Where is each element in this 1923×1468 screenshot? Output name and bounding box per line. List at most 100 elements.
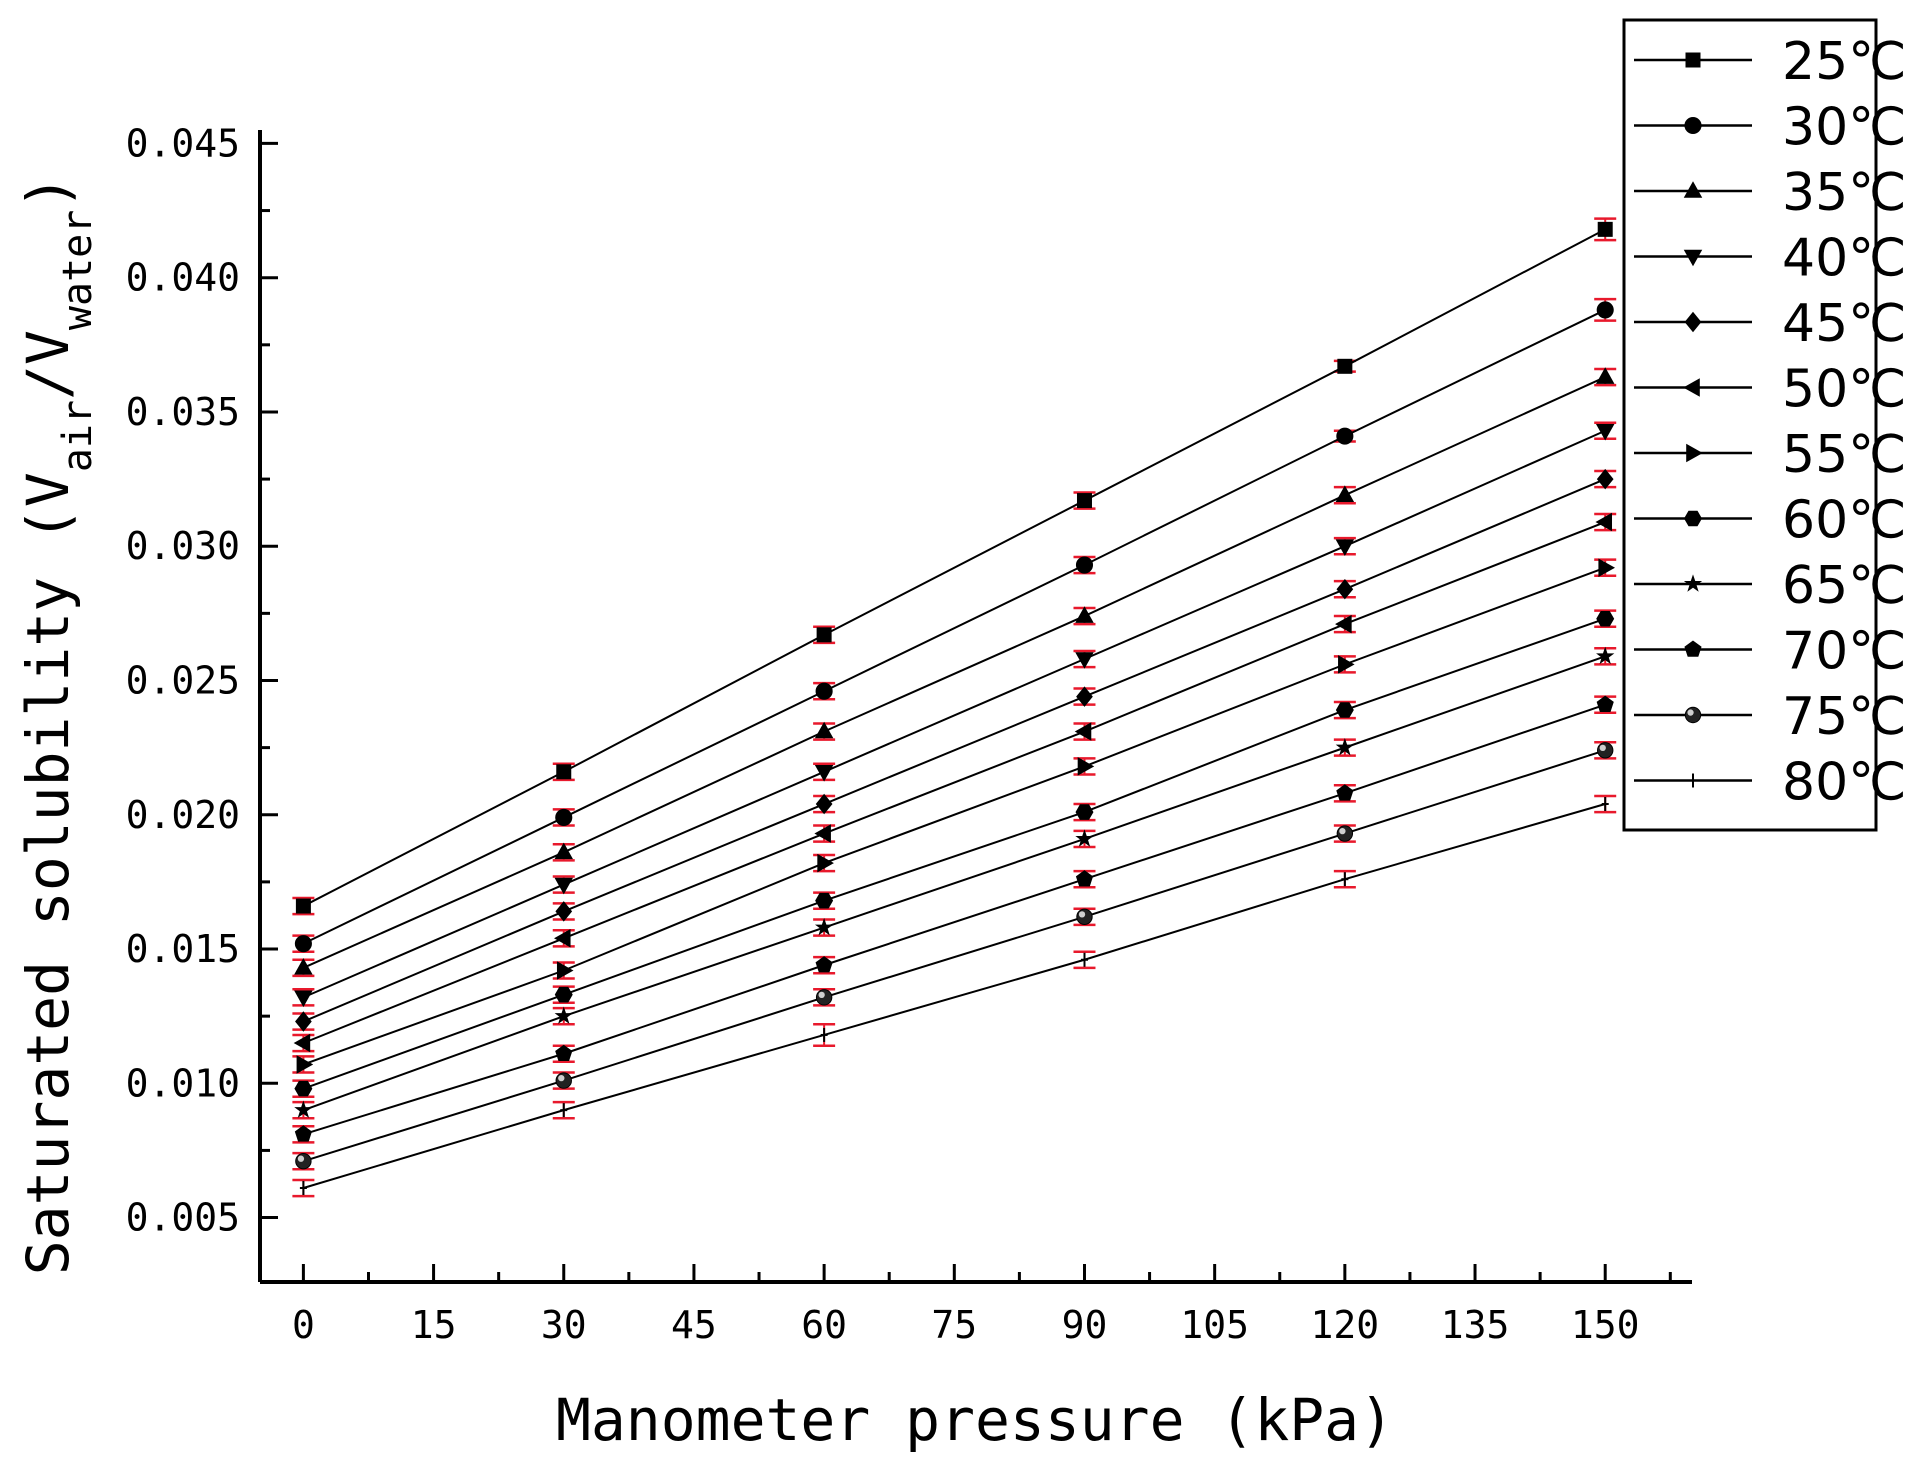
data-point: [1596, 468, 1614, 490]
data-point: [1335, 614, 1352, 634]
series-line-60℃: [303, 617, 1606, 1090]
legend-marker: [1684, 311, 1702, 333]
data-point: [1075, 652, 1094, 669]
series-lines: [302, 228, 1606, 1189]
data-point: [1595, 367, 1615, 384]
data-point-body: [555, 1072, 572, 1089]
data-point: [554, 842, 574, 860]
data-point: [1336, 784, 1354, 801]
data-point: [294, 1100, 313, 1118]
data-point: [296, 1055, 314, 1074]
series-line-65℃: [303, 655, 1606, 1112]
legend-label: 75℃: [1782, 687, 1907, 747]
data-point: [1596, 610, 1615, 627]
legend-marker: [1684, 706, 1702, 724]
data-point: [814, 917, 834, 936]
y-tick-label: 0.035: [126, 390, 240, 434]
data-point: [1341, 872, 1349, 887]
data-point: [553, 929, 571, 948]
data-point: [1080, 952, 1088, 967]
legend-label: 55℃: [1782, 425, 1907, 485]
x-tick-label: 75: [931, 1303, 977, 1347]
data-point: [1075, 556, 1094, 574]
series-line-35℃: [302, 376, 1606, 969]
data-point: [1597, 221, 1613, 237]
data-point: [1596, 695, 1614, 712]
x-tick-label: 150: [1571, 1303, 1640, 1347]
legend-label: 70℃: [1782, 622, 1907, 682]
legend-label: 30℃: [1782, 98, 1907, 158]
data-point: [1595, 512, 1613, 532]
data-point: [1335, 539, 1355, 556]
data-point: [294, 958, 313, 975]
data-point: [560, 1103, 568, 1118]
data-point: [815, 892, 834, 909]
data-point: [1596, 301, 1614, 319]
legend-box: [1622, 18, 1878, 832]
legend-marker: [1683, 181, 1703, 198]
series-line-80℃: [303, 803, 1606, 1189]
x-tick-label: 60: [801, 1303, 847, 1347]
data-point: [1601, 797, 1609, 812]
legend-label: 80℃: [1782, 753, 1907, 813]
data-point: [555, 901, 573, 922]
data-point: [815, 956, 833, 973]
data-point: [1075, 829, 1094, 847]
x-axis-ticks: 0 15 30 45 60 75 90 105 120 135 150: [292, 1264, 1672, 1347]
data-point: [1336, 825, 1354, 842]
data-point: [814, 721, 834, 739]
legend-marker-highlight: [1687, 709, 1694, 716]
legend-label: 60℃: [1782, 491, 1907, 551]
x-tick-label: 135: [1441, 1303, 1510, 1347]
data-point-body: [1336, 825, 1354, 842]
y-tick-label: 0.010: [126, 1061, 240, 1105]
y-axis-title: Saturated solubility (Vair/Vwater): [14, 175, 101, 1276]
legend-marker: [1683, 249, 1703, 267]
data-point: [554, 986, 573, 1003]
data-point: [294, 990, 313, 1008]
data-point-highlight: [1599, 744, 1606, 752]
x-tick-label: 0: [292, 1303, 315, 1347]
legend-label: 25℃: [1782, 32, 1907, 92]
data-point: [1335, 738, 1354, 756]
data-point: [556, 961, 574, 980]
data-point: [1595, 423, 1615, 441]
data-point: [1076, 686, 1093, 707]
legend-label: 45℃: [1782, 294, 1907, 354]
data-point-highlight: [558, 1075, 565, 1082]
data-point: [1596, 646, 1615, 665]
data-point: [1335, 702, 1354, 718]
data-point: [295, 1152, 312, 1170]
data-point: [299, 1181, 307, 1196]
legend-marker-body: [1684, 706, 1702, 724]
data-point: [820, 1027, 828, 1042]
data-point: [817, 853, 834, 873]
data-point: [554, 877, 574, 895]
legend-marker: [1683, 378, 1700, 397]
data-point: [295, 898, 311, 914]
legend-marker: [1684, 640, 1702, 657]
legend-label: 40℃: [1782, 229, 1907, 289]
data-point: [294, 1125, 312, 1142]
data-point: [1336, 427, 1354, 445]
data-point: [555, 1072, 572, 1089]
data-point: [1075, 870, 1094, 887]
legend: 25℃30℃35℃40℃45℃50℃55℃60℃65℃70℃75℃80℃: [1622, 18, 1907, 832]
legend-label: 65℃: [1782, 556, 1907, 616]
y-tick-label: 0.020: [126, 793, 240, 837]
data-point: [1075, 804, 1094, 820]
data-point: [295, 1011, 312, 1032]
series-line-50℃: [303, 521, 1606, 1044]
y-tick-label: 0.040: [126, 256, 240, 300]
data-point: [1598, 558, 1615, 577]
data-point: [815, 793, 833, 815]
data-point-highlight: [297, 1155, 305, 1162]
x-axis-title: Manometer pressure (kPa): [556, 1386, 1394, 1454]
series-line-30℃: [302, 309, 1606, 945]
data-point-body: [1597, 742, 1614, 759]
series-line-75℃: [303, 749, 1606, 1163]
data-point: [294, 935, 312, 953]
series-line-40℃: [302, 429, 1606, 999]
series-line-45℃: [303, 478, 1606, 1023]
data-point: [1074, 722, 1092, 741]
